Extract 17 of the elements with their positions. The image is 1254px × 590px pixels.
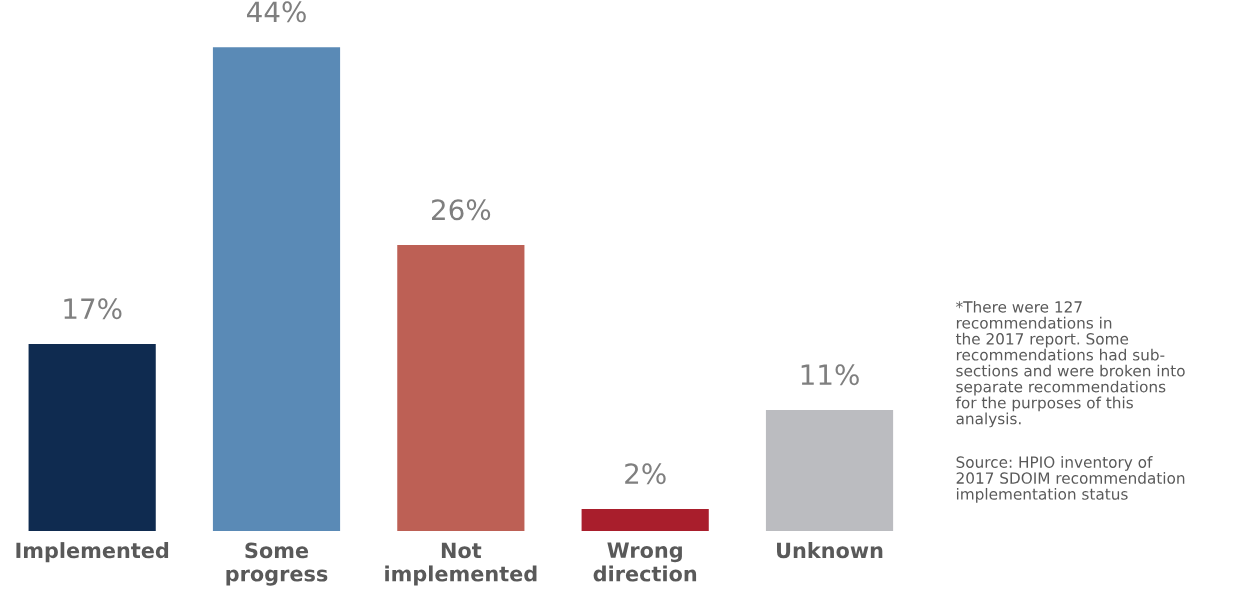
bar [212, 47, 341, 531]
source-note: Source: HPIO inventory of 2017 SDOIM recommendation implementation status [956, 456, 1185, 503]
bar [765, 410, 894, 531]
bar [28, 344, 156, 531]
bar [581, 509, 709, 531]
data-label: 11% [801, 364, 859, 386]
x-tick-label: Unknown [777, 542, 883, 559]
data-label: 2% [625, 463, 666, 485]
x-tick-label: Some progress [226, 542, 328, 586]
data-label: 17% [64, 298, 122, 320]
bar [397, 245, 525, 531]
x-tick-label: Implemented [16, 542, 169, 563]
data-label: 26% [432, 199, 491, 221]
text: *There were 127 recommendations in the 2017 report. Some recommendations had sub- sections and were broken into separate recommendations for the purposes of this analysis. [955, 300, 1185, 428]
data-label: 44% [247, 1, 306, 23]
x-tick-label: Wrong direction [593, 542, 697, 582]
x-tick-label: Not implemented [385, 542, 537, 586]
